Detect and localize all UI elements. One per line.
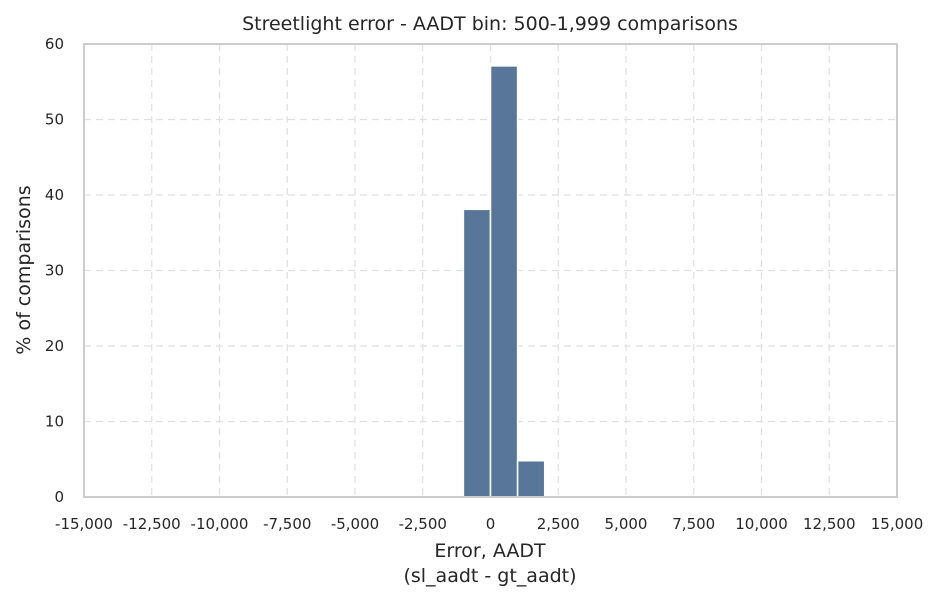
x-tick-label: 10,000	[735, 515, 788, 533]
x-axis-label: Error, AADT	[434, 540, 546, 562]
y-tick-label: 0	[54, 488, 64, 506]
x-tick-label: -15,000	[55, 515, 113, 533]
x-tick-label: 2,500	[537, 515, 580, 533]
x-tick-label: -12,500	[123, 515, 181, 533]
x-tick-label: -10,000	[191, 515, 249, 533]
y-tick-label: 60	[45, 35, 64, 53]
x-tick-label: -5,000	[331, 515, 379, 533]
x-tick-label: -7,500	[263, 515, 311, 533]
x-tick-label: 0	[486, 515, 496, 533]
x-tick-labels: -15,000 -12,500 -10,000 -7,500 -5,000 -2,500 0…	[55, 515, 923, 533]
plot-frame	[83, 43, 898, 498]
y-tick-label: 50	[45, 111, 64, 129]
histogram-bars	[462, 65, 546, 498]
x-tick-label: 12,500	[803, 515, 856, 533]
x-tick-label: 5,000	[605, 515, 648, 533]
y-tick-labels: 0 10 20 30 40 50 60	[45, 35, 64, 506]
histogram-bar	[462, 208, 492, 498]
histogram-bar	[489, 65, 519, 498]
x-tick-label: -2,500	[399, 515, 447, 533]
chart-title: Streetlight error - AADT bin: 500-1,999 …	[242, 13, 738, 35]
x-tick-label: 15,000	[871, 515, 924, 533]
y-tick-label: 10	[45, 413, 64, 431]
histogram-bar	[516, 460, 546, 498]
y-tick-label: 20	[45, 337, 64, 355]
x-tick-label: 7,500	[672, 515, 715, 533]
y-tick-label: 40	[45, 186, 64, 204]
y-axis-label: % of comparisons	[13, 185, 35, 354]
x-axis-sublabel: (sl_aadt - gt_aadt)	[403, 565, 576, 587]
y-tick-label: 30	[45, 262, 64, 280]
